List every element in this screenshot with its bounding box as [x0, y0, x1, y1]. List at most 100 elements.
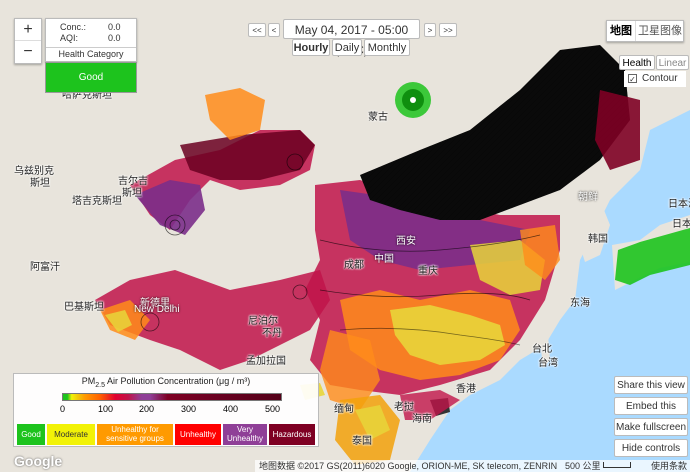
pollution-zone-ush-kazakh	[205, 88, 265, 140]
conc-label: Conc.:	[60, 22, 87, 32]
legend-color-bar	[62, 393, 282, 401]
pollution-zone-myanmar	[320, 330, 380, 410]
place-label: 日本海	[668, 199, 690, 210]
place-label: 塔吉克斯坦	[72, 196, 122, 207]
place-label: 吉尔吉	[118, 176, 148, 187]
place-label: 缅甸	[334, 404, 354, 415]
place-label: 香港	[456, 384, 476, 395]
first-time-button[interactable]: <<	[248, 23, 266, 37]
place-label: 巴基斯坦	[64, 302, 104, 313]
place-label: New Delhi	[134, 304, 180, 315]
place-label: 蒙古	[368, 112, 388, 123]
pollution-zone-southchina-red	[400, 390, 460, 420]
health-scale-button[interactable]: Health	[619, 55, 655, 70]
aqi-value: 0.0	[108, 33, 121, 43]
pollution-zone-moderate-south	[390, 305, 505, 365]
prev-time-button[interactable]: <	[268, 23, 280, 37]
place-label: 西安	[396, 236, 416, 247]
maptype-map-button[interactable]: 地图	[607, 21, 636, 41]
conc-value: 0.0	[108, 22, 121, 32]
pollution-zone-ush-east	[520, 225, 560, 280]
place-label: 日本	[672, 219, 690, 230]
legend-category-label: Good	[21, 430, 41, 439]
place-label: 尼泊尔	[248, 316, 278, 327]
category-swatch: Good	[45, 62, 137, 93]
legend-title-sub: 2.5	[95, 381, 105, 389]
place-label: 中国	[374, 254, 394, 265]
scale-bar: 500 公里	[565, 461, 601, 471]
place-label: 泰国	[352, 436, 372, 447]
legend-tick: 500	[265, 404, 281, 414]
google-logo[interactable]: Google	[14, 453, 63, 469]
linear-scale-button[interactable]: Linear	[656, 55, 689, 70]
place-label: 成都	[344, 260, 364, 271]
datetime-display[interactable]: May 04, 2017 - 05:00 (UTC)	[283, 19, 420, 57]
share-view-button[interactable]: Share this view	[614, 376, 688, 394]
contour-line	[319, 234, 541, 252]
place-label: 朝鲜	[578, 192, 598, 203]
maptype-satellite-button[interactable]: 卫星图像	[638, 25, 682, 37]
legend-category-label: Moderate	[54, 430, 88, 439]
legend-tick: 400	[223, 404, 239, 414]
place-label: 哈萨克斯坦	[62, 90, 112, 101]
pollution-zone-india	[95, 270, 330, 370]
contour-ring	[164, 214, 186, 236]
legend-tick: 200	[139, 404, 155, 414]
legend-category-very-unhealthy: Very Unhealthy	[223, 424, 267, 445]
legend-tick: 0	[60, 404, 66, 414]
legend-category-label: Unhealthy for sensitive groups	[106, 425, 164, 443]
fullscreen-button[interactable]: Make fullscreen	[614, 418, 688, 436]
place-label: 新德里	[140, 298, 170, 309]
contour-ring	[169, 219, 181, 231]
legend-tick: 300	[181, 404, 197, 414]
contour-ring	[140, 312, 160, 332]
last-time-button[interactable]: >>	[439, 23, 457, 37]
place-label: 阿富汗	[30, 262, 60, 273]
good-aqi-zone-japan[interactable]	[615, 228, 690, 285]
scale-bar-line	[603, 462, 631, 468]
contour-toggle[interactable]: ✓ Contour	[624, 71, 686, 87]
place-label: 老挝	[394, 402, 414, 413]
legend-category-usg: Unhealthy for sensitive groups	[97, 424, 173, 445]
place-label: 重庆	[418, 266, 438, 277]
zoom-in-button[interactable]: +	[15, 19, 41, 41]
legend-tick: 100	[98, 404, 114, 414]
place-label: 韩国	[588, 234, 608, 245]
pollution-zone-very-unhealthy-west	[135, 180, 205, 235]
attribution-bar: 地图数据 ©2017 GS(2011)6020 Google, ORION-ME…	[255, 460, 690, 472]
pollution-zone-hazardous-contours	[360, 45, 630, 220]
good-aqi-marker-mongolia-center	[410, 97, 416, 103]
pollution-zone-hazardous-northeast	[595, 90, 640, 170]
taiwan	[540, 335, 550, 368]
contour-line	[339, 327, 521, 346]
legend-title-rest: Air Pollution Concentration (μg / m³)	[104, 376, 251, 386]
contour-line	[319, 289, 531, 301]
legend-category-good: Good	[17, 424, 45, 445]
next-time-button[interactable]: >	[424, 23, 436, 37]
legend-ticks: 0 100 200 300 400 500	[14, 404, 318, 414]
terms-link[interactable]: 使用条款	[651, 461, 688, 471]
embed-view-button[interactable]: Embed this view	[614, 397, 688, 430]
contour-label: Contour	[642, 73, 678, 84]
place-label: 台湾	[538, 358, 558, 369]
zoom-out-button[interactable]: −	[15, 41, 41, 63]
contour-ring	[292, 284, 308, 300]
hide-controls-button[interactable]: Hide controls	[614, 439, 688, 457]
tab-hourly[interactable]: Hourly	[292, 39, 330, 56]
tab-monthly[interactable]: Monthly	[364, 39, 410, 56]
map-copyright: 地图数据 ©2017 GS(2011)6020 Google, ORION-ME…	[259, 461, 558, 471]
place-label: 台北	[532, 344, 552, 355]
place-label: 不丹	[262, 328, 282, 339]
legend-category-label: Hazardous	[272, 430, 312, 439]
legend-panel: PM2.5 Air Pollution Concentration (μg / …	[13, 373, 319, 447]
place-label: 斯坦	[122, 188, 142, 199]
legend-category-label: Very Unhealthy	[226, 425, 264, 443]
tab-daily[interactable]: Daily	[332, 39, 362, 56]
contour-ring	[286, 153, 304, 171]
contour-checkbox[interactable]: ✓	[628, 74, 637, 84]
zoom-control: + −	[14, 18, 42, 64]
legend-categories: Good Moderate Unhealthy for sensitive gr…	[17, 424, 317, 446]
korea	[575, 200, 610, 262]
aqi-label: AQI:	[60, 33, 79, 43]
